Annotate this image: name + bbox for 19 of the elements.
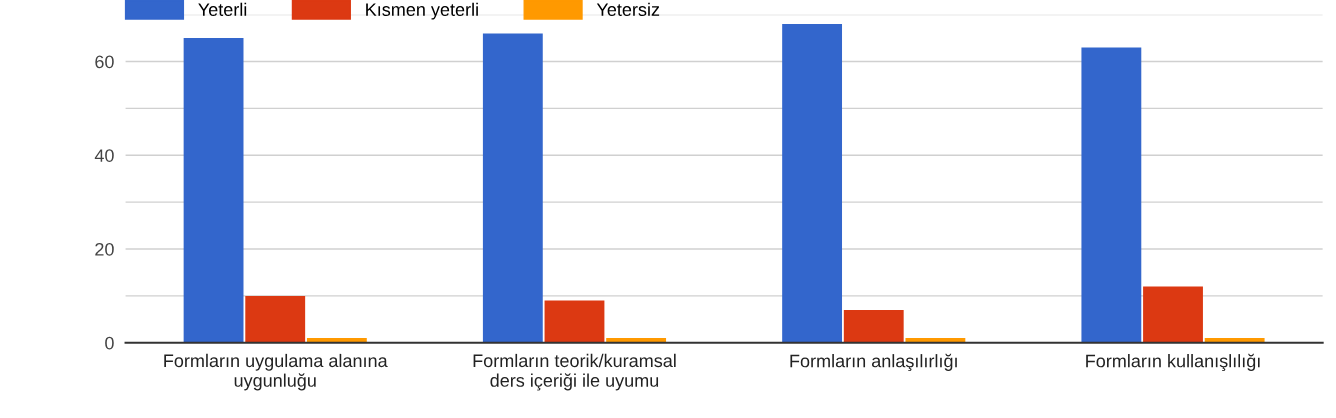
bar — [183, 38, 244, 343]
legend-label: Yetersiz — [596, 2, 660, 16]
legend-label: Yeterli — [198, 2, 247, 16]
bar — [1143, 286, 1203, 343]
x-tick-label: Formların anlaşılırlığı — [790, 353, 957, 372]
y-tick-label: 20 — [95, 242, 114, 256]
legend-label: Kısmen yeterli — [366, 2, 478, 20]
y-tick-label: 0 — [105, 336, 114, 350]
x-tick-label: Formların teorik/kuramsal ders içeriği ile uyumu — [473, 353, 676, 391]
bar — [1081, 47, 1142, 343]
y-tick-label: 40 — [94, 149, 114, 162]
bar — [544, 300, 605, 343]
x-tick-label: Formların uygulama alanına uygunluğu — [164, 353, 388, 391]
y-tick-label: 60 — [95, 55, 114, 69]
x-tick-label: Formların kullanışlılığı — [1086, 353, 1260, 372]
bar — [245, 295, 306, 343]
bar — [843, 309, 904, 343]
bar — [482, 33, 543, 343]
bar — [782, 24, 843, 343]
